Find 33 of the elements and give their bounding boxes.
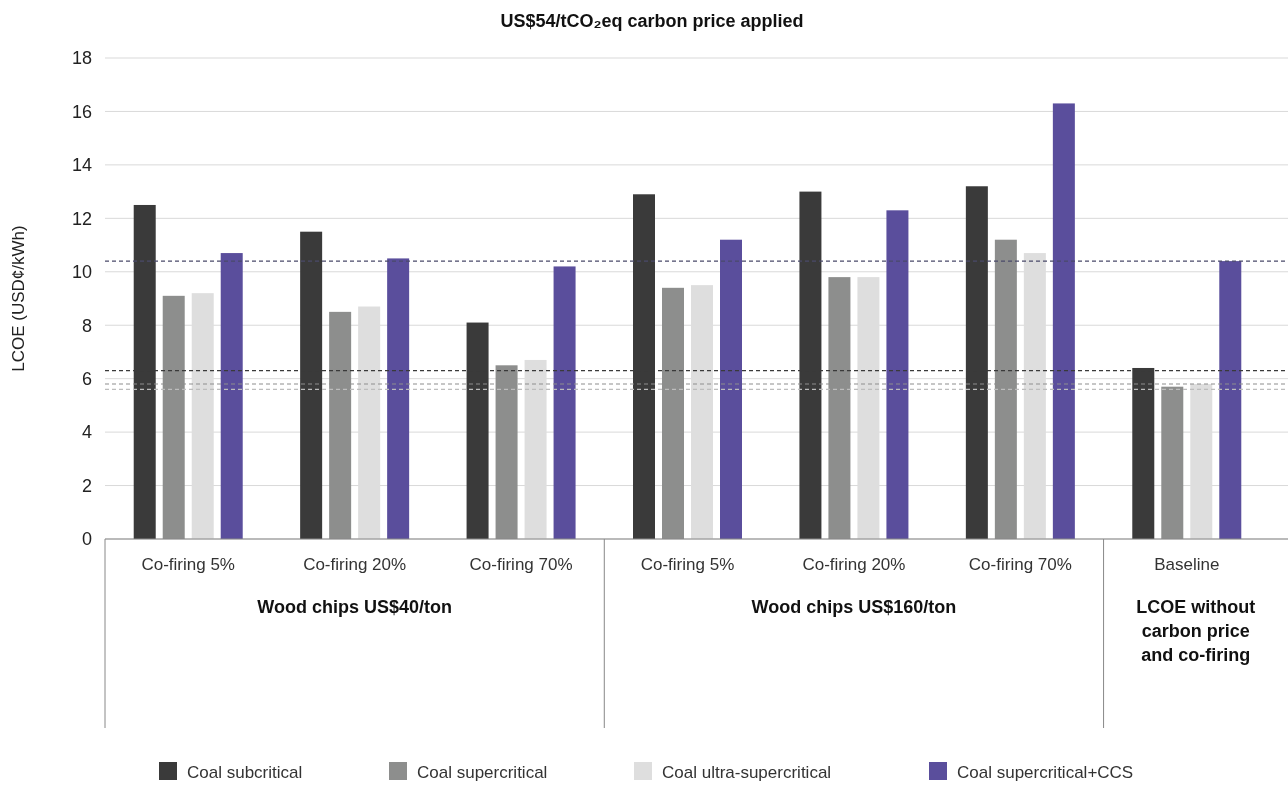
chart-title: US$54/tCO₂eq carbon price applied	[500, 11, 804, 31]
bar	[220, 253, 243, 539]
x-tick-label: Co-firing 5%	[141, 555, 235, 574]
y-tick-label: 14	[71, 155, 92, 176]
legend-label: Coal supercritical+CCS	[957, 763, 1134, 782]
y-tick-label: 10	[71, 262, 92, 283]
text: Wood chips US$40/ton	[257, 597, 452, 617]
x-tick-label: Co-firing 70%	[469, 555, 573, 574]
x-tick-label: Co-firing 20%	[303, 555, 407, 574]
text: Wood chips US$160/ton	[751, 597, 957, 617]
y-tick-label: 2	[81, 475, 92, 496]
bar	[1219, 261, 1242, 539]
y-tick-label: 16	[71, 101, 92, 122]
bar	[886, 210, 909, 539]
legend-label: Coal supercritical	[417, 763, 548, 782]
bar	[553, 266, 576, 539]
legend-label: Coal ultra-supercritical	[662, 763, 832, 782]
bar	[387, 258, 410, 539]
y-tick-label: 8	[81, 315, 92, 336]
y-tick-label: 6	[81, 368, 92, 389]
x-tick-label: Co-firing 70%	[968, 555, 1072, 574]
y-tick-label: 12	[71, 208, 92, 229]
bar	[1052, 103, 1075, 539]
y-tick-label: 4	[81, 422, 92, 443]
y-axis-title: LCOE (USD¢/kWh)	[9, 225, 28, 372]
y-tick-label: 0	[81, 529, 92, 550]
bar	[720, 239, 742, 539]
legend-label: Coal subcritical	[187, 763, 303, 782]
y-tick-label: 18	[71, 48, 92, 69]
x-tick-label: Baseline	[1154, 555, 1220, 574]
x-tick-label: Co-firing 20%	[802, 555, 906, 574]
x-tick-label: Co-firing 5%	[640, 555, 735, 574]
text: LCOE without carbon price and co-firing	[1136, 597, 1256, 665]
